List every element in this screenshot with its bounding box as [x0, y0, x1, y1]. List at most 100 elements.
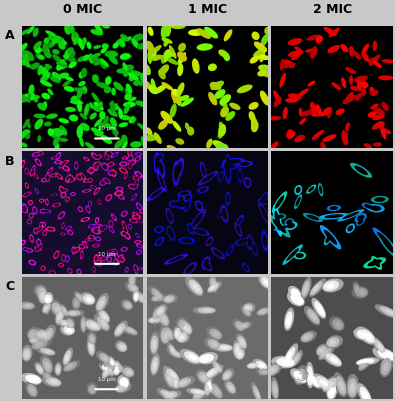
Ellipse shape	[107, 152, 112, 156]
Ellipse shape	[84, 237, 90, 243]
Ellipse shape	[57, 174, 61, 178]
Ellipse shape	[34, 247, 40, 252]
Ellipse shape	[245, 309, 249, 314]
Ellipse shape	[213, 249, 222, 257]
Ellipse shape	[68, 231, 72, 234]
Ellipse shape	[203, 309, 212, 312]
Ellipse shape	[43, 210, 49, 212]
Ellipse shape	[206, 237, 213, 246]
Ellipse shape	[114, 128, 118, 138]
Ellipse shape	[152, 294, 163, 301]
Ellipse shape	[88, 54, 94, 64]
Ellipse shape	[111, 213, 117, 221]
Ellipse shape	[68, 269, 71, 272]
Ellipse shape	[237, 351, 242, 357]
Ellipse shape	[208, 92, 217, 105]
Ellipse shape	[197, 43, 213, 51]
Ellipse shape	[232, 319, 245, 332]
Ellipse shape	[125, 282, 139, 293]
Ellipse shape	[275, 213, 286, 220]
Ellipse shape	[383, 352, 393, 358]
Ellipse shape	[34, 331, 44, 340]
Ellipse shape	[206, 139, 213, 148]
Ellipse shape	[130, 161, 135, 164]
Ellipse shape	[112, 171, 115, 175]
Ellipse shape	[261, 370, 267, 374]
Ellipse shape	[25, 375, 41, 384]
Ellipse shape	[307, 373, 320, 387]
Ellipse shape	[139, 296, 144, 301]
Ellipse shape	[135, 294, 137, 299]
Ellipse shape	[260, 91, 269, 105]
Ellipse shape	[144, 64, 151, 75]
Ellipse shape	[170, 202, 176, 206]
Ellipse shape	[116, 192, 121, 195]
Ellipse shape	[100, 60, 107, 69]
Ellipse shape	[171, 348, 175, 353]
Ellipse shape	[196, 369, 210, 384]
Ellipse shape	[260, 199, 269, 204]
Ellipse shape	[36, 53, 43, 60]
Ellipse shape	[310, 281, 323, 295]
Ellipse shape	[50, 271, 55, 274]
Ellipse shape	[165, 57, 179, 65]
Ellipse shape	[242, 263, 250, 272]
Ellipse shape	[65, 354, 69, 361]
Ellipse shape	[40, 355, 53, 374]
Ellipse shape	[90, 168, 93, 173]
Ellipse shape	[59, 126, 67, 136]
Ellipse shape	[92, 53, 101, 58]
Ellipse shape	[94, 314, 110, 331]
Ellipse shape	[201, 256, 211, 270]
Ellipse shape	[178, 201, 182, 207]
Ellipse shape	[206, 383, 210, 391]
Ellipse shape	[93, 224, 100, 227]
Ellipse shape	[275, 195, 284, 209]
Ellipse shape	[100, 320, 107, 327]
Ellipse shape	[58, 118, 69, 123]
Ellipse shape	[218, 213, 223, 217]
Ellipse shape	[355, 288, 368, 297]
Ellipse shape	[162, 38, 173, 44]
Ellipse shape	[38, 367, 42, 372]
Ellipse shape	[47, 89, 53, 95]
Ellipse shape	[203, 365, 224, 380]
Ellipse shape	[249, 364, 255, 367]
Ellipse shape	[128, 158, 131, 160]
Ellipse shape	[210, 285, 216, 290]
Ellipse shape	[119, 196, 123, 198]
Ellipse shape	[287, 131, 295, 139]
Ellipse shape	[59, 304, 68, 317]
Ellipse shape	[226, 154, 231, 166]
Ellipse shape	[164, 392, 172, 397]
Ellipse shape	[151, 288, 163, 301]
Ellipse shape	[34, 173, 39, 179]
Ellipse shape	[185, 122, 190, 131]
Ellipse shape	[171, 90, 179, 103]
Ellipse shape	[198, 352, 218, 365]
Ellipse shape	[325, 235, 331, 243]
Ellipse shape	[94, 102, 103, 110]
Ellipse shape	[23, 348, 31, 360]
Ellipse shape	[21, 162, 24, 167]
Ellipse shape	[211, 247, 225, 259]
Ellipse shape	[237, 324, 243, 329]
Ellipse shape	[108, 250, 113, 253]
Ellipse shape	[201, 356, 210, 361]
Ellipse shape	[63, 350, 71, 364]
Ellipse shape	[224, 160, 231, 184]
Ellipse shape	[239, 322, 250, 329]
Ellipse shape	[286, 351, 292, 360]
Ellipse shape	[322, 278, 344, 292]
Ellipse shape	[110, 251, 115, 256]
Ellipse shape	[236, 225, 241, 235]
Ellipse shape	[340, 44, 348, 52]
Ellipse shape	[378, 233, 395, 259]
Ellipse shape	[38, 65, 43, 75]
Ellipse shape	[77, 99, 82, 112]
Ellipse shape	[171, 377, 179, 388]
Ellipse shape	[359, 81, 369, 88]
Ellipse shape	[223, 161, 231, 167]
Ellipse shape	[136, 244, 144, 249]
Ellipse shape	[116, 186, 123, 191]
